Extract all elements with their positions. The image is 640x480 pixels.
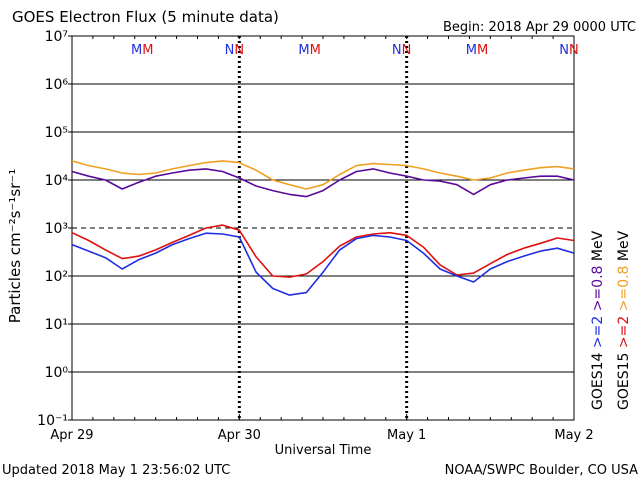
x-axis-label: Universal Time — [275, 443, 372, 458]
legend-column: GOES15 >=2 >=0.8 MeV — [616, 230, 632, 410]
series-line-goes14-low — [71, 168, 575, 198]
mn-marker: NN — [559, 43, 578, 58]
y-tick-label: 10⁷ — [45, 29, 68, 45]
legend-item: >=0.8 — [616, 266, 632, 316]
legend-item: GOES14 — [590, 352, 606, 410]
mn-marker-letter: N — [225, 43, 235, 58]
y-tick-label: 10² — [45, 269, 68, 285]
mn-marker: MM — [131, 43, 153, 58]
x-tick-label: Apr 30 — [218, 428, 261, 443]
series-line-goes15-low — [71, 160, 575, 190]
mn-marker: MM — [466, 43, 488, 58]
mn-marker-letter: M — [298, 43, 309, 58]
mn-marker: NN — [392, 43, 411, 58]
x-axis-ticks: Apr 29 Apr 30 May 1 May 2 — [50, 36, 594, 443]
mn-marker-letter: N — [559, 43, 569, 58]
y-tick-label: 10⁻¹ — [37, 413, 68, 429]
mn-marker-letter: N — [234, 43, 244, 58]
series-lines — [71, 160, 575, 296]
legend-item: MeV — [590, 230, 606, 265]
y-axis-ticks: 10⁷ 10⁶ 10⁵ 10⁴ 10³ 10² 10¹ 10⁰ 10⁻¹ — [37, 29, 72, 429]
mn-marker: MM — [298, 43, 320, 58]
grid-lines — [72, 83, 574, 373]
y-tick-label: 10³ — [45, 221, 68, 237]
chart-title: GOES Electron Flux (5 minute data) — [12, 8, 279, 26]
mn-markers: MM NN MM NN MM NN — [131, 43, 579, 58]
mn-marker-letter: N — [402, 43, 412, 58]
mn-marker-letter: M — [310, 43, 321, 58]
mn-marker-letter: N — [392, 43, 402, 58]
y-tick-label: 10⁵ — [45, 125, 68, 141]
footer-credit: NOAA/SWPC Boulder, CO USA — [445, 463, 638, 478]
mn-marker-letter: M — [477, 43, 488, 58]
y-tick-label: 10⁰ — [45, 365, 69, 381]
legend-item: >=2 — [616, 316, 632, 353]
day-boundary-lines — [237, 36, 409, 420]
x-tick-label: May 1 — [387, 428, 426, 443]
legend-item: GOES15 — [616, 353, 632, 410]
series-line-goes15-high — [71, 224, 575, 278]
series-line-goes14-high — [71, 232, 575, 296]
plot-area: MM NN MM NN MM NN — [71, 35, 579, 421]
mn-marker-letter: M — [466, 43, 477, 58]
mn-marker-letter: M — [131, 43, 142, 58]
footer-updated: Updated 2018 May 1 23:56:02 UTC — [2, 463, 230, 478]
mn-marker: NN — [225, 43, 244, 58]
legend-item: >=0.8 — [590, 266, 606, 316]
legend-item: >=2 — [590, 316, 606, 353]
legend-item: MeV — [616, 230, 632, 265]
y-axis-label: Particles cm⁻²s⁻¹sr⁻¹ — [6, 169, 24, 323]
x-tick-label: Apr 29 — [50, 428, 93, 443]
mn-marker-letter: N — [569, 43, 579, 58]
y-tick-label: 10⁶ — [45, 77, 69, 93]
mn-marker-letter: M — [142, 43, 153, 58]
begin-label: Begin: 2018 Apr 29 0000 UTC — [443, 20, 636, 35]
legend-column: GOES14 >=2 >=0.8 MeV — [590, 230, 606, 410]
y-tick-label: 10⁴ — [45, 173, 69, 189]
y-tick-label: 10¹ — [45, 317, 68, 333]
x-tick-label: May 2 — [554, 428, 593, 443]
